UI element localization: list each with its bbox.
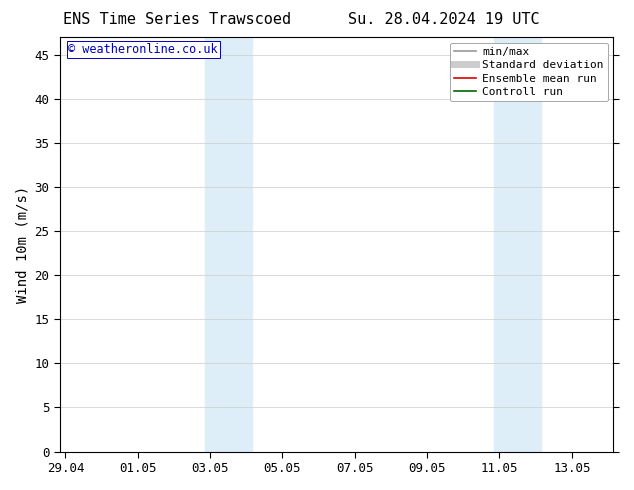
Y-axis label: Wind 10m (m/s): Wind 10m (m/s): [15, 186, 29, 303]
Legend: min/max, Standard deviation, Ensemble mean run, Controll run: min/max, Standard deviation, Ensemble me…: [450, 43, 608, 101]
Bar: [205, 37, 252, 452]
Text: ENS Time Series Trawscoed: ENS Time Series Trawscoed: [63, 12, 292, 27]
Bar: [494, 37, 541, 452]
Text: © weatheronline.co.uk: © weatheronline.co.uk: [68, 43, 218, 56]
Text: Su. 28.04.2024 19 UTC: Su. 28.04.2024 19 UTC: [348, 12, 540, 27]
